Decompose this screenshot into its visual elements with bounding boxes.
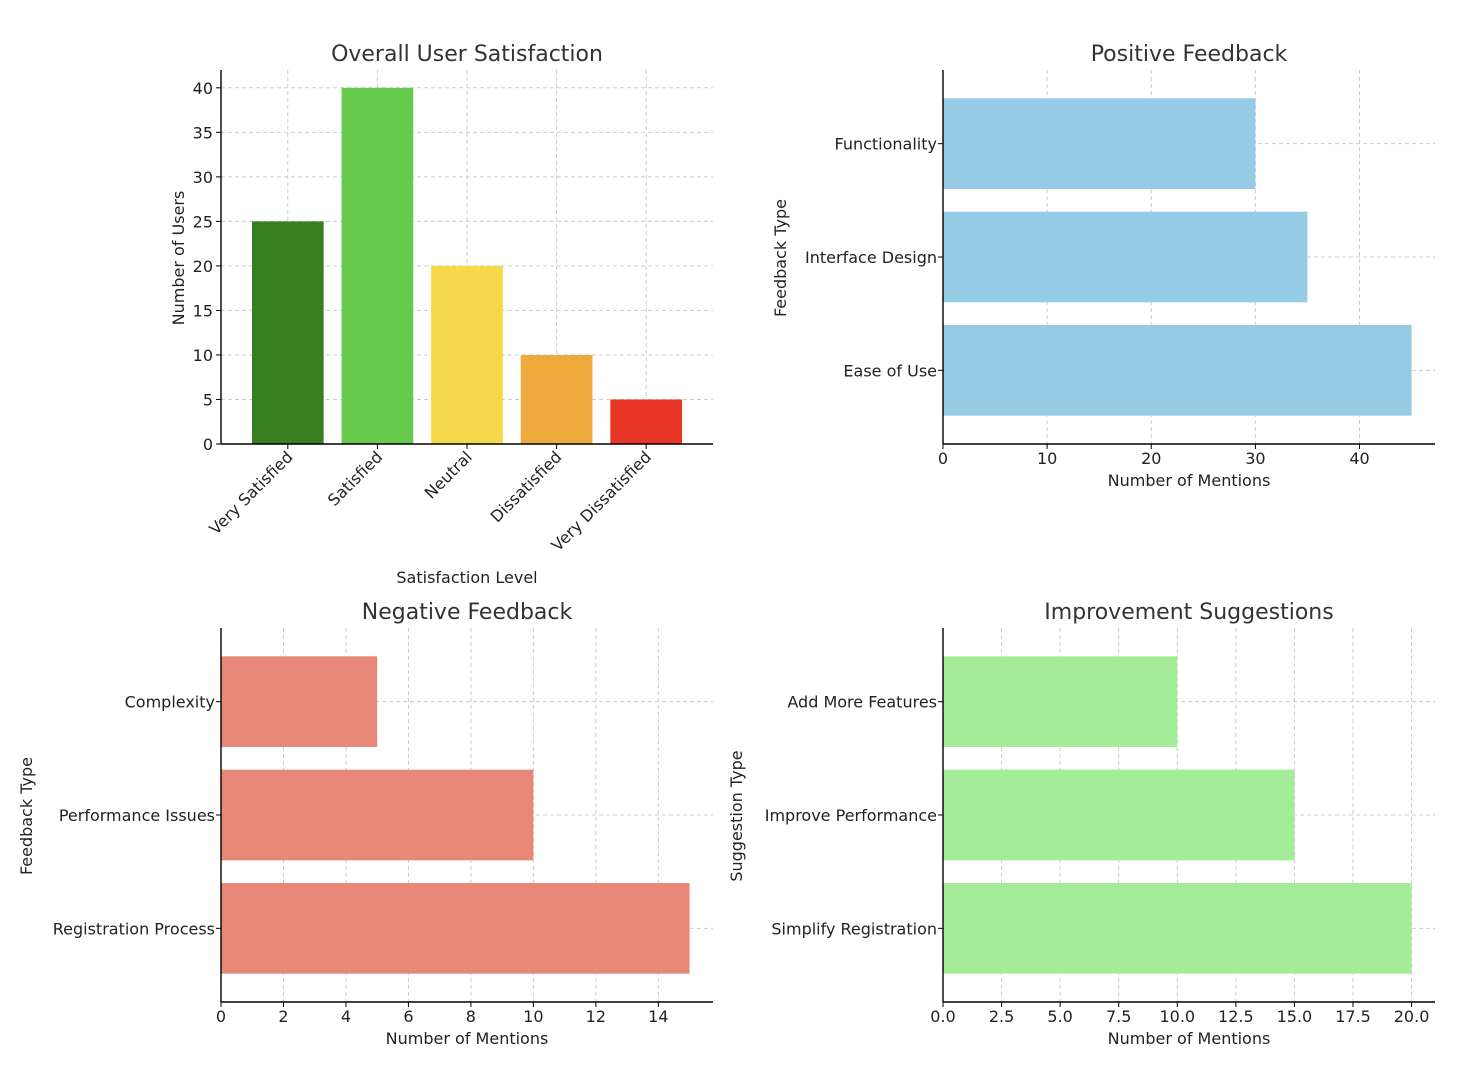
bar <box>221 656 378 747</box>
x-tick-label: 5.0 <box>1047 1007 1072 1026</box>
y-tick-label: 0 <box>203 435 213 454</box>
bar <box>221 769 534 861</box>
x-tick-label: 12.5 <box>1218 1007 1254 1026</box>
y-axis-label: Feedback Type <box>771 199 790 317</box>
x-tick-label: 8 <box>466 1007 476 1026</box>
x-tick-label: 0.0 <box>930 1007 955 1026</box>
x-tick-label: 15.0 <box>1277 1007 1313 1026</box>
improvement-suggestions-chart: 0.0 2.5 5.0 7.5 10.0 12.5 15.0 17.5 20.0 Simplify… <box>727 600 1435 1048</box>
bar <box>520 354 593 444</box>
y-tick-label: 40 <box>193 79 213 98</box>
bar <box>221 883 690 974</box>
y-tick-label: Performance Issues <box>59 806 215 825</box>
bar <box>943 211 1308 303</box>
x-tick-label: 17.5 <box>1335 1007 1371 1026</box>
y-tick-label: 30 <box>193 168 213 187</box>
y-tick-label: 5 <box>203 390 213 409</box>
y-tick-label: Functionality <box>835 135 938 154</box>
x-tick-label: 40 <box>1349 449 1369 468</box>
bar <box>943 656 1178 747</box>
y-tick-label: Simplify Registration <box>771 919 937 938</box>
x-tick-label: 2 <box>278 1007 288 1026</box>
x-axis-label: Number of Mentions <box>1108 471 1271 490</box>
x-tick-label: 30 <box>1245 449 1265 468</box>
x-tick-label: Very Satisfied <box>206 447 297 538</box>
x-tick-label: 10.0 <box>1159 1007 1195 1026</box>
y-tick-label: 10 <box>193 346 213 365</box>
x-tick-label: 20 <box>1141 449 1161 468</box>
x-tick-label: Very Dissatisfied <box>548 447 656 555</box>
bar <box>251 221 324 444</box>
x-tick-label: 10 <box>523 1007 543 1026</box>
y-tick-label: Registration Process <box>53 919 215 938</box>
x-axis-label: Number of Mentions <box>1108 1029 1271 1048</box>
bar <box>943 769 1295 861</box>
x-tick-label: Dissatisfied <box>487 447 566 526</box>
y-axis-label: Suggestion Type <box>727 750 746 881</box>
x-tick-label: 14 <box>648 1007 668 1026</box>
y-tick-label: 15 <box>193 301 213 320</box>
bar <box>610 399 683 444</box>
x-tick-label: 20.0 <box>1394 1007 1430 1026</box>
chart-title: Overall User Satisfaction <box>331 42 603 67</box>
x-tick-label: 12 <box>586 1007 606 1026</box>
y-axis-label: Feedback Type <box>17 757 36 875</box>
x-axis-label: Number of Mentions <box>386 1029 549 1048</box>
x-tick-label: 10 <box>1037 449 1057 468</box>
y-tick-label: 25 <box>193 212 213 231</box>
x-tick-label: 0 <box>216 1007 226 1026</box>
bar <box>943 98 1256 189</box>
bar <box>943 325 1412 416</box>
y-tick-label: Complexity <box>125 693 215 712</box>
x-axis-label: Satisfaction Level <box>396 568 537 587</box>
y-tick-label: Improve Performance <box>765 806 937 825</box>
y-axis-label: Number of Users <box>169 191 188 326</box>
chart-title: Improvement Suggestions <box>1044 600 1333 625</box>
chart-title: Positive Feedback <box>1091 42 1288 67</box>
y-tick-label: Ease of Use <box>843 361 937 380</box>
x-tick-label: 4 <box>341 1007 351 1026</box>
bar <box>943 883 1412 974</box>
x-tick-label: Satisfied <box>324 447 386 509</box>
y-tick-label: 20 <box>193 257 213 276</box>
negative-feedback-chart: 0 2 4 6 8 10 12 14 Registration Process Performan… <box>17 600 713 1048</box>
x-tick-label: 7.5 <box>1106 1007 1131 1026</box>
positive-feedback-chart: 0 10 20 30 40 Ease of Use Interface Design Func… <box>771 42 1435 490</box>
bar <box>431 265 503 444</box>
x-tick-label: 6 <box>403 1007 413 1026</box>
y-tick-label: 35 <box>193 123 213 142</box>
satisfaction-chart: 0 5 10 15 20 25 30 35 40 Very Satisfied Satisfied N… <box>169 42 713 587</box>
x-tick-label: Neutral <box>421 447 476 502</box>
chart-title: Negative Feedback <box>362 600 573 625</box>
y-tick-label: Interface Design <box>805 248 937 267</box>
x-tick-label: 0 <box>938 449 948 468</box>
bar <box>341 87 414 445</box>
x-tick-label: 2.5 <box>989 1007 1014 1026</box>
y-tick-label: Add More Features <box>787 693 937 712</box>
